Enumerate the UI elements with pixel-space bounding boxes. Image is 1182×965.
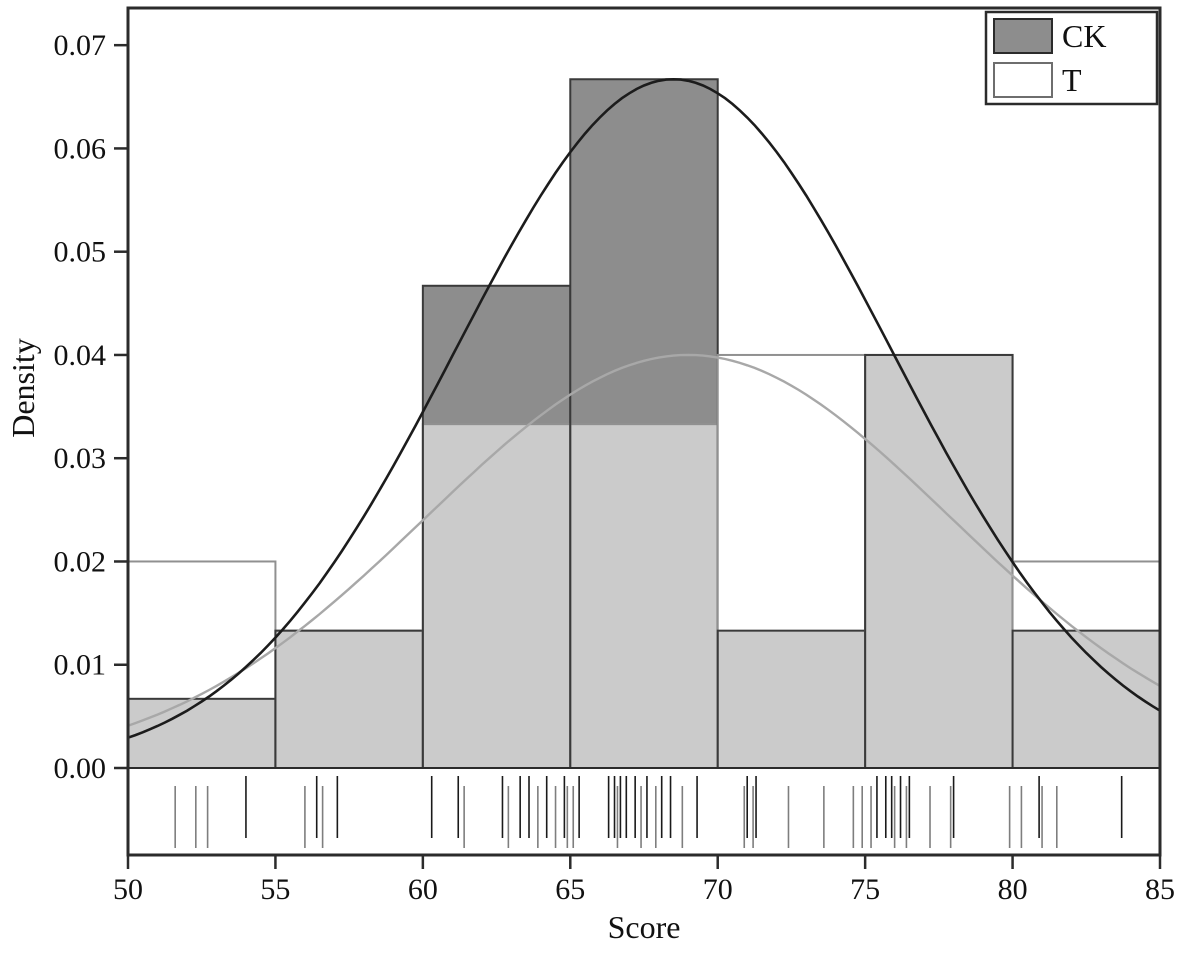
legend-swatch-t xyxy=(993,62,1053,98)
legend: CK T xyxy=(984,10,1159,106)
y-tick-label: 0.02 xyxy=(54,545,107,578)
x-tick-label: 75 xyxy=(850,873,880,906)
x-tick-label: 55 xyxy=(260,873,290,906)
y-tick-label: 0.04 xyxy=(54,339,107,372)
x-tick-label: 50 xyxy=(113,873,143,906)
y-axis-title: Density xyxy=(5,338,41,438)
y-tick-label: 0.06 xyxy=(54,132,107,165)
histogram-bars xyxy=(127,78,1161,770)
axis-ticks: 50 55 60 65 70 75 80 85 0.00 0.01 0.02 0.03 0.04 0.05… xyxy=(54,29,1176,906)
ck-density-curve xyxy=(127,77,1161,739)
y-tick-label: 0.03 xyxy=(54,442,107,475)
legend-label-ck: CK xyxy=(1062,18,1106,54)
y-tick-label: 0.07 xyxy=(54,29,107,62)
y-tick-label: 0.01 xyxy=(54,649,107,682)
overlap-bar-segment xyxy=(717,630,866,768)
x-tick-label: 85 xyxy=(1145,873,1175,906)
plot-frame xyxy=(126,6,1162,857)
ck-bar-segment xyxy=(422,285,571,425)
rug-marks xyxy=(174,776,1123,848)
ck-bar-segment xyxy=(570,79,718,425)
x-tick-label: 80 xyxy=(998,873,1028,906)
x-tick-label: 65 xyxy=(555,873,585,906)
t-bar-segment xyxy=(128,561,276,699)
t-density-curve xyxy=(127,353,1161,727)
overlap-bar-segment xyxy=(422,424,571,768)
t-bar-segment xyxy=(717,354,866,631)
overlap-bar-segment xyxy=(865,354,1013,768)
y-tick-label: 0.00 xyxy=(54,752,107,785)
overlap-bar-segment xyxy=(570,424,718,768)
x-tick-label: 60 xyxy=(408,873,438,906)
y-tick-label: 0.05 xyxy=(54,236,107,269)
legend-swatch-ck xyxy=(993,18,1053,54)
x-tick-label: 70 xyxy=(703,873,733,906)
overlap-bar-segment xyxy=(275,630,423,768)
legend-label-t: T xyxy=(1062,62,1082,98)
x-axis-title: Score xyxy=(608,909,681,945)
overlap-bar-segment xyxy=(128,698,276,768)
